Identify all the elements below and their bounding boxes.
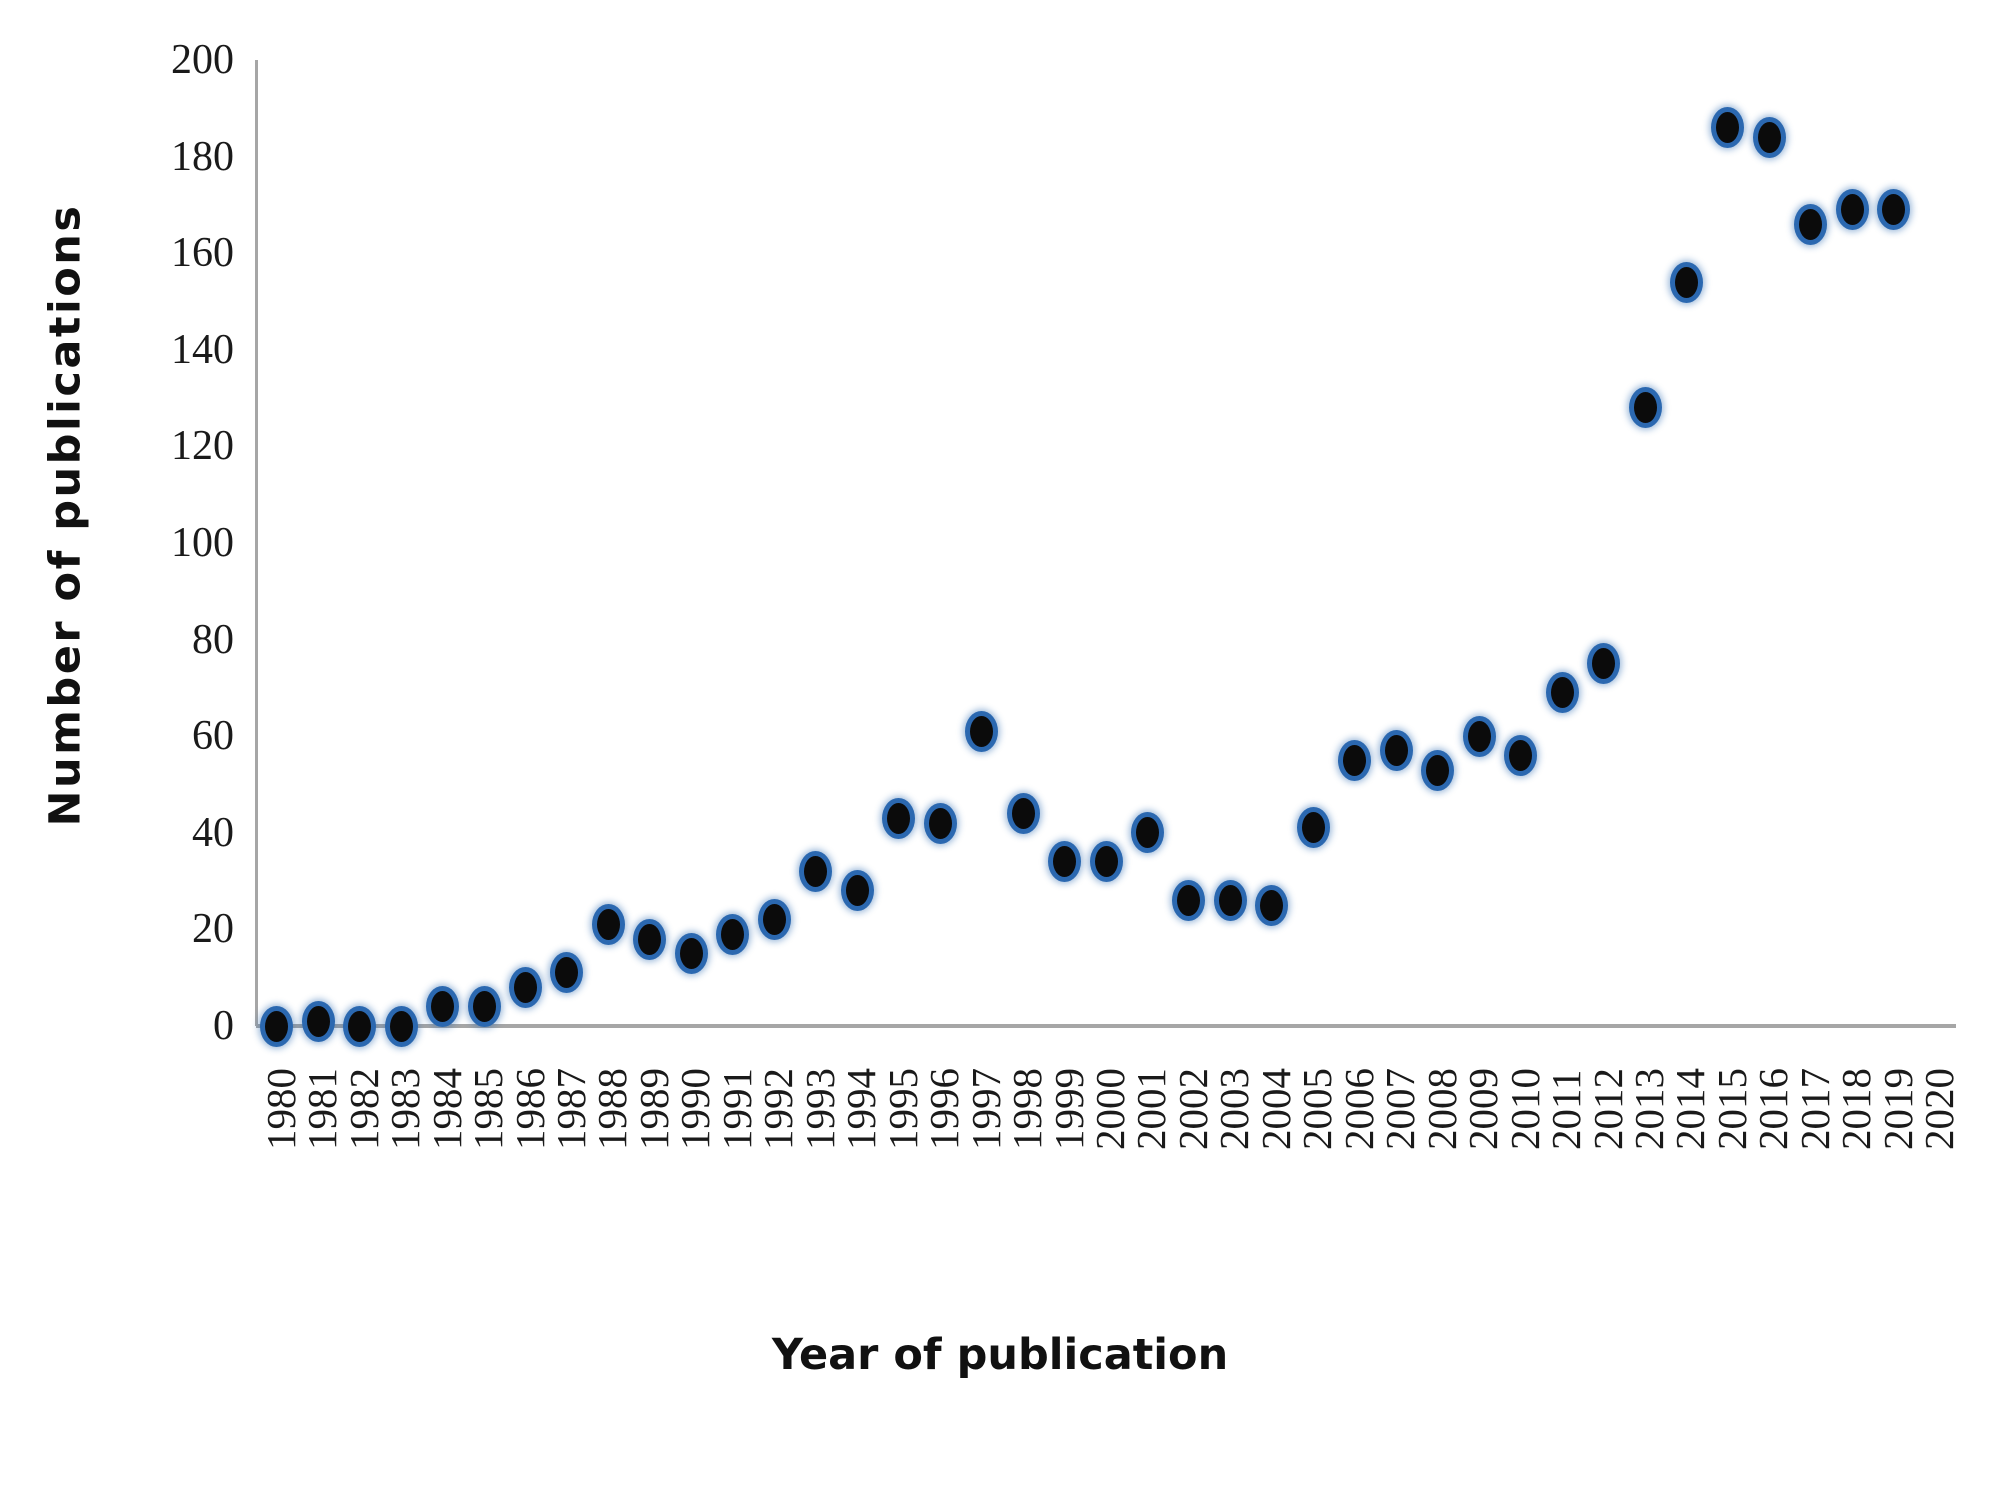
data-point (1343, 744, 1367, 776)
data-point (1094, 846, 1118, 878)
data-point (1301, 812, 1325, 844)
x-axis-tick-label: 1983 (382, 1068, 429, 1150)
data-point (1135, 817, 1159, 849)
y-axis-tick-label: 100 (171, 520, 234, 566)
x-axis-tick-label: 2020 (1916, 1068, 1963, 1150)
data-point (348, 1010, 372, 1042)
data-point (431, 991, 455, 1023)
x-axis-tick-label: 1981 (299, 1068, 346, 1150)
y-axis-title-label: Number of publications (40, 203, 91, 827)
y-axis-tick-label: 180 (171, 133, 234, 180)
data-point (306, 1005, 330, 1037)
data-point (265, 1010, 289, 1042)
y-axis-tick-label: 40 (192, 809, 234, 856)
x-axis-tick-label: 1996 (921, 1068, 968, 1150)
y-axis-tick-label: 140 (171, 326, 234, 373)
data-point (679, 938, 703, 970)
data-point (514, 971, 537, 1003)
x-axis-tick-label: 2011 (1543, 1069, 1590, 1150)
y-axis-tick-label: 20 (192, 906, 234, 953)
data-point (1509, 740, 1533, 772)
x-axis-tick-label: 1985 (465, 1068, 512, 1150)
data-point (1426, 754, 1450, 786)
data-point (1757, 121, 1781, 153)
x-axis-tick-label: 2009 (1460, 1068, 1507, 1150)
data-point (1467, 720, 1491, 752)
y-axis-title: Number of publications (0, 0, 130, 1030)
data-point (1840, 194, 1864, 226)
data-point (1384, 735, 1408, 767)
data-point (1882, 194, 1906, 226)
data-point (389, 1010, 413, 1042)
y-axis-tick-label: 120 (171, 423, 234, 470)
data-point (721, 918, 745, 950)
data-point (1260, 889, 1284, 921)
x-axis-tick-labels: 1980 1981 1982 1983 1984 1985 1986 1987 1988 1989… (256, 1040, 1963, 1250)
data-point (1053, 846, 1077, 878)
data-point (1550, 677, 1574, 709)
data-point (1592, 648, 1616, 680)
data-point (1218, 884, 1242, 916)
data-point (804, 855, 828, 887)
x-axis-tick-label: 1998 (1004, 1068, 1051, 1150)
data-point (1011, 797, 1035, 829)
y-axis-tick-label: 160 (171, 230, 234, 277)
x-axis-title: Year of publication (771, 1330, 1229, 1380)
data-point (1674, 266, 1698, 298)
y-axis-tick-label: 200 (171, 37, 234, 83)
data-point (1177, 884, 1201, 916)
data-point (970, 715, 994, 747)
data-point (1799, 208, 1823, 240)
data-point (472, 991, 496, 1023)
data-point (1633, 392, 1657, 424)
y-axis-tick-label: 60 (192, 713, 234, 760)
data-point (638, 923, 662, 955)
data-point (1716, 112, 1740, 144)
y-axis-tick-labels: 0 20 40 60 80 100 120 140 160 180 200 (120, 0, 250, 1120)
data-point (555, 957, 579, 989)
data-point (928, 807, 952, 839)
y-axis-line (255, 60, 258, 1026)
data-point (762, 904, 786, 936)
x-axis-line (256, 1024, 1956, 1028)
y-axis-tick-label: 80 (192, 616, 234, 663)
plot-area (255, 60, 1956, 1042)
y-axis-tick-label: 0 (213, 1003, 234, 1049)
data-point (596, 909, 620, 941)
data-point (845, 875, 869, 907)
data-point (887, 802, 911, 834)
